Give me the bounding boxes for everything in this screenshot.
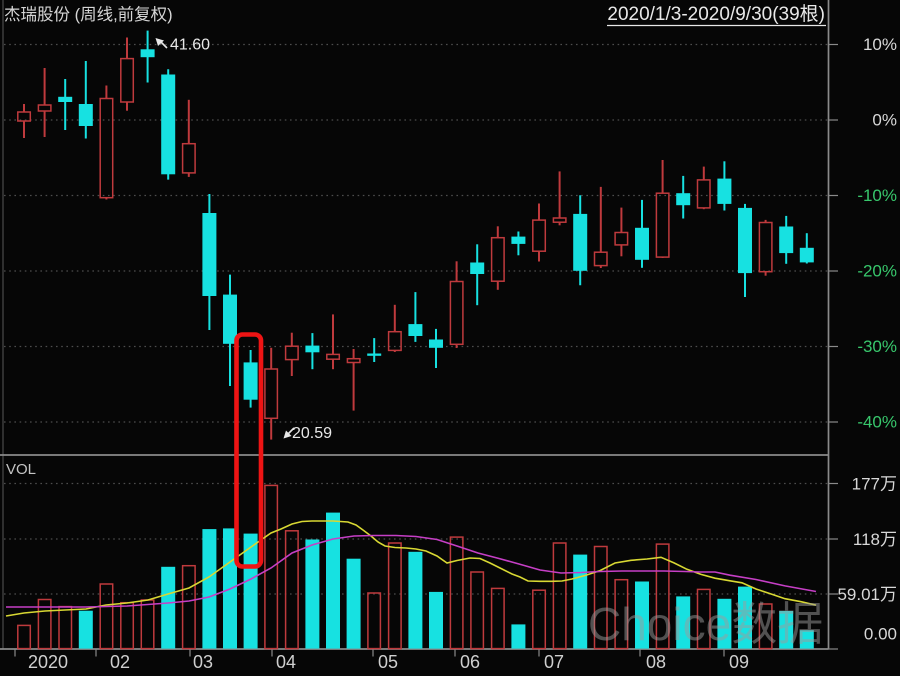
svg-text:177万: 177万 [852, 475, 897, 494]
svg-text:118万: 118万 [853, 530, 897, 549]
svg-text:05: 05 [378, 652, 398, 672]
svg-text:-40%: -40% [857, 413, 897, 432]
svg-text:04: 04 [276, 652, 296, 672]
svg-text:2020/1/3-2020/9/30(39根): 2020/1/3-2020/9/30(39根) [607, 3, 825, 25]
svg-text:Choice数据: Choice数据 [588, 598, 823, 650]
svg-text:03: 03 [193, 652, 213, 672]
svg-text:-10%: -10% [857, 186, 897, 205]
svg-text:0.00: 0.00 [864, 625, 897, 644]
svg-text:06: 06 [460, 652, 480, 672]
svg-text:09: 09 [729, 652, 749, 672]
svg-text:10%: 10% [863, 35, 897, 54]
svg-text:08: 08 [646, 652, 666, 672]
svg-text:-20%: -20% [857, 262, 897, 281]
svg-text:07: 07 [544, 652, 564, 672]
svg-text:41.60: 41.60 [170, 37, 210, 54]
svg-text:VOL: VOL [6, 461, 36, 478]
svg-text:20.59: 20.59 [292, 425, 332, 442]
svg-text:杰瑞股份 (周线,前复权): 杰瑞股份 (周线,前复权) [4, 5, 173, 24]
svg-text:0%: 0% [872, 111, 897, 130]
svg-text:-30%: -30% [857, 337, 897, 356]
svg-text:2020: 2020 [28, 652, 68, 672]
svg-text:59.01万: 59.01万 [837, 585, 897, 604]
svg-text:02: 02 [110, 652, 130, 672]
